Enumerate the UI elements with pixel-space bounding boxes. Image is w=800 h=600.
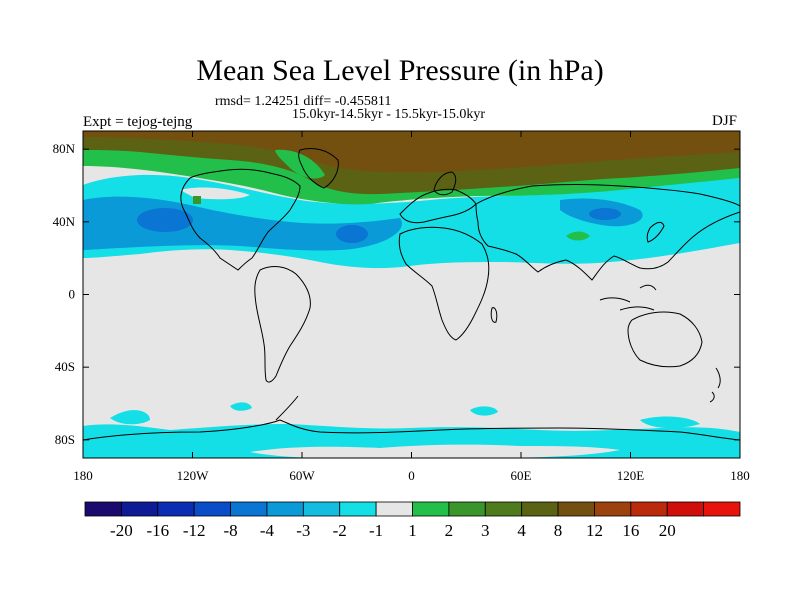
colorbar-box <box>84 501 122 517</box>
colorbar-label: -2 <box>333 521 347 540</box>
anomaly-arctic-brown <box>83 131 740 173</box>
periods-line: 15.0kyr-14.5kyr - 15.5kyr-15.0kyr <box>292 107 486 122</box>
colorbar-box <box>339 501 377 517</box>
colorbar-label: 4 <box>517 521 526 540</box>
colorbar-label: -1 <box>369 521 383 540</box>
colorbar-box <box>157 501 195 517</box>
anomaly-tibet-patch <box>566 231 590 241</box>
stats-line: rmsd= 1.24251 diff= -0.455811 <box>215 94 392 109</box>
anomaly-southern-patch-3 <box>470 406 498 416</box>
anomaly-core-asia <box>589 208 621 220</box>
anomaly-southern-patch-4 <box>640 416 700 429</box>
colorbar-box <box>302 501 341 517</box>
colorbar-label: 12 <box>586 521 603 540</box>
colorbar-box <box>703 501 741 517</box>
colorbar: -20 -16 -12 -8 -4 -3 -2 -1 1 2 3 4 8 12 16 20 <box>84 501 741 540</box>
lat-tick-label: 40S <box>55 359 75 374</box>
colorbar-box <box>412 501 450 517</box>
experiment-label: Expt = tejog-tejng <box>83 114 193 130</box>
colorbar-label: 20 <box>659 521 676 540</box>
anomaly-southern-patch-2 <box>230 402 252 411</box>
anomaly-antarctic-inner <box>250 444 620 458</box>
colorbar-label: -20 <box>110 521 133 540</box>
lon-tick-label: 180 <box>730 468 750 483</box>
coast-greenland <box>298 147 339 189</box>
lat-tick-label: 80S <box>55 432 75 447</box>
coastlines <box>83 147 740 441</box>
coast-new-zealand <box>709 367 721 403</box>
coast-south-america <box>254 266 311 383</box>
coast-maritime-se-asia <box>599 284 657 311</box>
lon-tick-label: 0 <box>408 468 415 483</box>
colorbar-box <box>448 501 486 517</box>
anomaly-southern-patch-1 <box>110 410 150 425</box>
colorbar-label: -8 <box>223 521 237 540</box>
anomaly-north-america-patch <box>193 196 201 204</box>
map-panel <box>83 131 740 458</box>
lon-tick-label: 60W <box>289 468 315 483</box>
colorbar-label: 16 <box>622 521 639 540</box>
lat-axis: 80N 40N 0 40S 80S <box>53 141 740 447</box>
anomaly-greenland-gap <box>275 149 325 179</box>
colorbar-box <box>630 501 668 517</box>
coast-madagascar <box>490 307 498 323</box>
coast-north-america <box>180 168 301 271</box>
colorbar-label: -3 <box>296 521 310 540</box>
colorbar-label: 8 <box>554 521 563 540</box>
lon-tick-label: 120E <box>617 468 645 483</box>
lat-tick-label: 40N <box>53 214 76 229</box>
coast-australia <box>627 311 703 368</box>
anomaly-core-pacific <box>137 208 193 232</box>
lat-tick-label: 0 <box>69 287 76 302</box>
lat-tick-label: 80N <box>53 141 76 156</box>
colorbar-box <box>521 501 559 517</box>
lon-tick-label: 60E <box>511 468 532 483</box>
colorbar-box <box>120 501 159 517</box>
lon-tick-label: 120W <box>177 468 210 483</box>
coast-antarctica <box>83 419 740 441</box>
page-title: Mean Sea Level Pressure (in hPa) <box>196 54 604 87</box>
lon-tick-label: 180 <box>73 468 93 483</box>
colorbar-box <box>230 501 268 517</box>
colorbar-box <box>266 501 304 517</box>
coast-japan <box>646 221 665 243</box>
coast-scandinavia <box>433 171 457 196</box>
lon-axis: 180 120W 60W 0 60E 120E 180 <box>73 131 750 483</box>
colorbar-label: 3 <box>481 521 490 540</box>
colorbar-label: -12 <box>183 521 206 540</box>
colorbar-box <box>666 501 705 517</box>
colorbar-box <box>375 501 413 517</box>
season-label: DJF <box>712 113 738 129</box>
colorbar-box <box>193 501 231 517</box>
colorbar-box <box>557 501 595 517</box>
coast-asia <box>475 184 740 281</box>
anomaly-core-atlantic <box>336 225 368 243</box>
colorbar-label: -16 <box>146 521 169 540</box>
coast-africa <box>398 226 490 341</box>
colorbar-label: 2 <box>445 521 454 540</box>
colorbar-label: 1 <box>408 521 417 540</box>
colorbar-box <box>594 501 632 517</box>
colorbar-box <box>484 501 523 517</box>
colorbar-label: -4 <box>260 521 275 540</box>
coast-antarctic-peninsula <box>275 395 299 421</box>
